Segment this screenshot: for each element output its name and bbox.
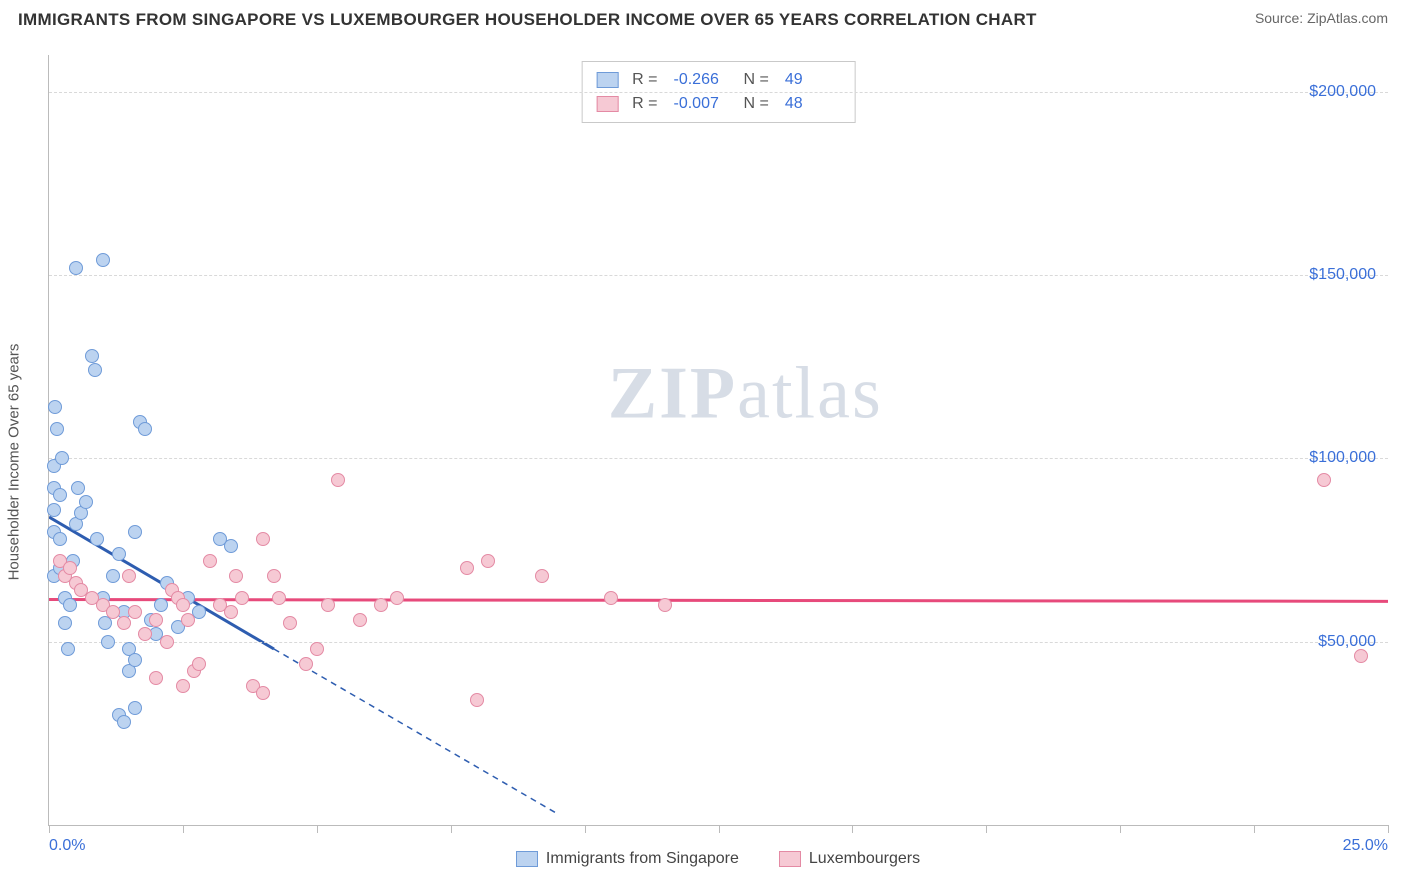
data-point-singapore bbox=[90, 532, 104, 546]
data-point-luxembourg bbox=[235, 591, 249, 605]
y-tick-label: $100,000 bbox=[1309, 449, 1376, 467]
x-tick bbox=[1388, 825, 1389, 833]
data-point-luxembourg bbox=[149, 613, 163, 627]
data-point-singapore bbox=[106, 569, 120, 583]
legend-item-luxembourg: Luxembourgers bbox=[779, 850, 920, 868]
x-tick bbox=[1254, 825, 1255, 833]
swatch-singapore bbox=[516, 851, 538, 867]
y-tick-label: $200,000 bbox=[1309, 83, 1376, 101]
x-tick bbox=[183, 825, 184, 833]
gridline bbox=[49, 458, 1388, 459]
gridline bbox=[49, 275, 1388, 276]
data-point-singapore bbox=[47, 503, 61, 517]
data-point-luxembourg bbox=[106, 605, 120, 619]
data-point-luxembourg bbox=[390, 591, 404, 605]
x-tick bbox=[49, 825, 50, 833]
chart-title: IMMIGRANTS FROM SINGAPORE VS LUXEMBOURGE… bbox=[18, 10, 1037, 30]
data-point-luxembourg bbox=[224, 605, 238, 619]
x-tick bbox=[451, 825, 452, 833]
y-tick-label: $150,000 bbox=[1309, 266, 1376, 284]
swatch-luxembourg bbox=[779, 851, 801, 867]
x-tick bbox=[852, 825, 853, 833]
data-point-luxembourg bbox=[149, 671, 163, 685]
data-point-singapore bbox=[61, 642, 75, 656]
data-point-singapore bbox=[128, 701, 142, 715]
data-point-luxembourg bbox=[203, 554, 217, 568]
data-point-luxembourg bbox=[310, 642, 324, 656]
x-tick bbox=[585, 825, 586, 833]
data-point-luxembourg bbox=[176, 598, 190, 612]
data-point-singapore bbox=[96, 253, 110, 267]
data-point-singapore bbox=[112, 547, 126, 561]
data-point-luxembourg bbox=[272, 591, 286, 605]
data-point-singapore bbox=[138, 422, 152, 436]
data-point-luxembourg bbox=[176, 679, 190, 693]
swatch-singapore bbox=[596, 72, 618, 88]
data-point-singapore bbox=[79, 495, 93, 509]
data-point-luxembourg bbox=[299, 657, 313, 671]
series-legend: Immigrants from Singapore Luxembourgers bbox=[48, 850, 1388, 868]
data-point-singapore bbox=[48, 400, 62, 414]
data-point-singapore bbox=[88, 363, 102, 377]
data-point-luxembourg bbox=[604, 591, 618, 605]
data-point-luxembourg bbox=[160, 635, 174, 649]
data-point-luxembourg bbox=[470, 693, 484, 707]
x-tick bbox=[1120, 825, 1121, 833]
data-point-singapore bbox=[101, 635, 115, 649]
data-point-singapore bbox=[85, 349, 99, 363]
data-point-singapore bbox=[117, 715, 131, 729]
data-point-luxembourg bbox=[192, 657, 206, 671]
data-point-singapore bbox=[71, 481, 85, 495]
data-point-luxembourg bbox=[117, 616, 131, 630]
data-point-luxembourg bbox=[256, 532, 270, 546]
gridline bbox=[49, 92, 1388, 93]
swatch-luxembourg bbox=[596, 96, 618, 112]
y-axis-label: Householder Income Over 65 years bbox=[6, 343, 23, 580]
data-point-luxembourg bbox=[353, 613, 367, 627]
data-point-singapore bbox=[128, 653, 142, 667]
data-point-luxembourg bbox=[229, 569, 243, 583]
chart-container: Householder Income Over 65 years ZIPatla… bbox=[48, 55, 1388, 868]
legend-row-singapore: R = -0.266 N = 49 bbox=[596, 68, 841, 92]
data-point-luxembourg bbox=[283, 616, 297, 630]
x-tick bbox=[719, 825, 720, 833]
data-point-luxembourg bbox=[128, 605, 142, 619]
data-point-luxembourg bbox=[658, 598, 672, 612]
data-point-singapore bbox=[224, 539, 238, 553]
data-point-luxembourg bbox=[63, 561, 77, 575]
data-point-singapore bbox=[53, 488, 67, 502]
data-point-luxembourg bbox=[331, 473, 345, 487]
data-point-luxembourg bbox=[1317, 473, 1331, 487]
y-tick-label: $50,000 bbox=[1318, 633, 1376, 651]
watermark: ZIPatlas bbox=[608, 351, 883, 436]
data-point-luxembourg bbox=[481, 554, 495, 568]
data-point-luxembourg bbox=[460, 561, 474, 575]
plot-area: ZIPatlas R = -0.266 N = 49 R = -0.007 N … bbox=[48, 55, 1388, 826]
regression-lines bbox=[49, 55, 1388, 825]
data-point-luxembourg bbox=[138, 627, 152, 641]
x-tick bbox=[986, 825, 987, 833]
data-point-singapore bbox=[55, 451, 69, 465]
source-attribution: Source: ZipAtlas.com bbox=[1255, 10, 1388, 26]
data-point-singapore bbox=[58, 616, 72, 630]
data-point-singapore bbox=[69, 261, 83, 275]
data-point-singapore bbox=[154, 598, 168, 612]
data-point-luxembourg bbox=[1354, 649, 1368, 663]
data-point-luxembourg bbox=[256, 686, 270, 700]
data-point-singapore bbox=[63, 598, 77, 612]
x-tick bbox=[317, 825, 318, 833]
data-point-singapore bbox=[128, 525, 142, 539]
data-point-singapore bbox=[53, 532, 67, 546]
data-point-luxembourg bbox=[122, 569, 136, 583]
data-point-luxembourg bbox=[181, 613, 195, 627]
data-point-singapore bbox=[50, 422, 64, 436]
data-point-luxembourg bbox=[535, 569, 549, 583]
data-point-luxembourg bbox=[374, 598, 388, 612]
data-point-luxembourg bbox=[321, 598, 335, 612]
legend-item-singapore: Immigrants from Singapore bbox=[516, 850, 739, 868]
legend-row-luxembourg: R = -0.007 N = 48 bbox=[596, 92, 841, 116]
gridline bbox=[49, 642, 1388, 643]
data-point-luxembourg bbox=[267, 569, 281, 583]
